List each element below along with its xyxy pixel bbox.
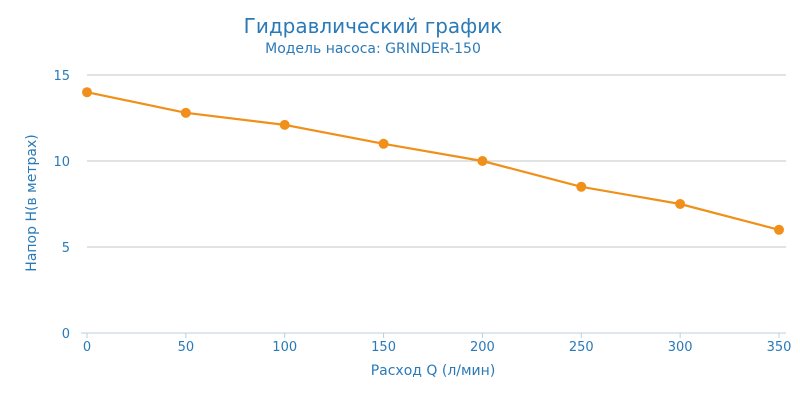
y-tick-label: 15 (53, 69, 70, 84)
series-layer (82, 87, 784, 235)
x-tick-label: 300 (668, 340, 693, 355)
x-tick-label: 0 (83, 340, 91, 355)
x-tick-label: 200 (470, 340, 495, 355)
data-point[interactable] (279, 119, 290, 130)
x-tick-label: 150 (371, 340, 396, 355)
data-point[interactable] (576, 181, 587, 192)
x-tick-label: 100 (272, 340, 297, 355)
y-tick-labels: 0 5 10 15 (53, 69, 70, 342)
data-point[interactable] (675, 199, 686, 209)
grid-lines (87, 74, 786, 248)
data-point[interactable] (180, 107, 191, 118)
y-tick-label: 10 (53, 155, 70, 170)
x-tick-label: 250 (569, 340, 594, 355)
chart-title: Гидравлический график (244, 14, 503, 38)
y-tick-label: 0 (62, 327, 70, 342)
x-tick-label: 350 (767, 340, 792, 355)
data-point[interactable] (774, 224, 784, 235)
x-tick-labels: 0 50 100 150 200 250 300 350 (83, 333, 792, 355)
data-point[interactable] (378, 138, 389, 149)
y-axis-label: Напор H(в метрах) (24, 134, 40, 271)
series-line (86, 91, 780, 231)
x-axis-label: Расход Q (л/мин) (371, 363, 496, 379)
chart-subtitle: Модель насоса: GRINDER-150 (265, 41, 481, 57)
data-point[interactable] (82, 87, 92, 98)
y-tick-label: 5 (62, 241, 70, 256)
x-tick-label: 50 (178, 340, 195, 355)
data-point[interactable] (477, 156, 488, 166)
